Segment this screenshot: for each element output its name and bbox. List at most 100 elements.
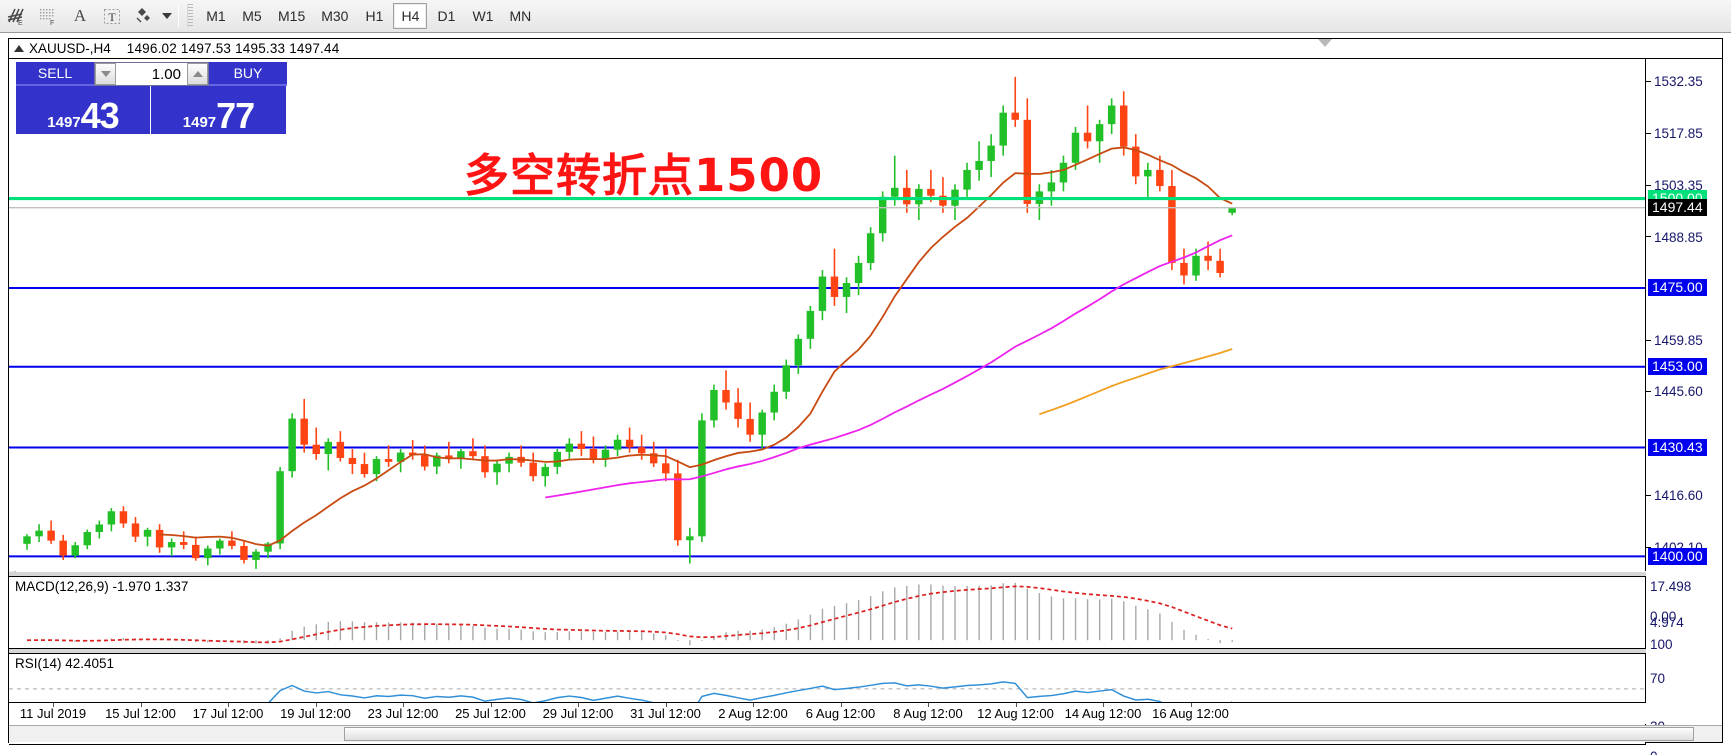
scrollbar-thumb[interactable]: [344, 727, 1694, 741]
svg-text:E: E: [18, 20, 23, 27]
time-axis-tick-mark: [1190, 703, 1192, 707]
text-label-icon[interactable]: T: [96, 1, 128, 31]
pane-divider-macd[interactable]: [9, 572, 1646, 576]
price-axis-tick-label: 1503.35: [1654, 177, 1703, 193]
timeframe-button-group: M1 M5 M15 M30 H1 H4 D1 W1 MN: [198, 3, 539, 29]
time-axis-tick-mark: [228, 703, 229, 707]
time-axis[interactable]: 11 Jul 2019 15 Jul 12:00 17 Jul 12:00 19 Ju…: [9, 702, 1646, 724]
axis-tick-mark: [1646, 495, 1651, 497]
price-axis-tick-label: 1459.85: [1654, 333, 1703, 349]
one-click-trading-header: SELL 1.00 BUY: [16, 62, 287, 86]
svg-text:T: T: [108, 10, 116, 24]
price-axis-tick: 1517.85: [1646, 126, 1703, 141]
time-axis-tick-mark: [1103, 703, 1104, 707]
buy-price-button[interactable]: 1497 77: [151, 86, 286, 134]
volume-decrement-button[interactable]: [95, 63, 116, 85]
toolbar-grip[interactable]: [187, 4, 193, 28]
price-level-label[interactable]: 1497.44: [1648, 198, 1707, 216]
indicators-icon[interactable]: E: [0, 1, 32, 31]
time-axis-tick-mark: [490, 703, 492, 707]
sell-price-button[interactable]: 1497 43: [16, 86, 151, 134]
time-axis-tick-label: 19 Jul 12:00: [280, 706, 351, 721]
chart-ohlc-values: 1496.02 1497.53 1495.33 1497.44: [126, 41, 340, 56]
price-level-label[interactable]: 1430.43: [1648, 438, 1707, 456]
macd-canvas: [26, 582, 1233, 646]
price-axis-tick: 1503.35: [1646, 178, 1703, 193]
chevron-up-icon: [192, 71, 203, 77]
rsi-label: RSI(14) 42.4051: [15, 656, 115, 671]
time-axis-tick-label: 15 Jul 12:00: [105, 706, 176, 721]
time-axis-tick-label: 23 Jul 12:00: [367, 706, 439, 721]
time-axis-tick-mark: [1015, 703, 1017, 707]
rsi-axis-tick: 0: [1650, 749, 1658, 755]
chart-symbol-label: XAUUSD-,H4: [29, 41, 111, 56]
macd-axis-tick: 0.00: [1650, 609, 1677, 624]
one-click-trading-prices: 1497 43 1497 77: [16, 86, 286, 134]
timeframe-button-m30[interactable]: M30: [321, 8, 349, 24]
price-axis-tick: 1532.35: [1646, 74, 1703, 89]
buy-button[interactable]: BUY: [209, 62, 287, 86]
volume-input[interactable]: 1.00: [116, 63, 187, 85]
price-axis-tick: 1445.60: [1646, 384, 1703, 399]
macd-axis-tick: 17.498: [1650, 579, 1692, 594]
price-axis[interactable]: 1532.35 1517.85 1503.35 1488.85 1459.85 1445.…: [1646, 59, 1722, 755]
axis-tick-mark: [1646, 391, 1651, 393]
chart-text-annotation[interactable]: 多空转折点1500: [464, 149, 824, 202]
price-axis-tick: 1416.60: [1646, 488, 1703, 503]
buy-big-figure: 1497: [182, 114, 217, 131]
axis-tick-mark: [1646, 132, 1651, 134]
objects-dropdown-icon[interactable]: [162, 13, 172, 19]
timeframe-button-d1[interactable]: D1: [437, 8, 456, 24]
price-level-label[interactable]: 1400.00: [1648, 547, 1707, 565]
price-level-label[interactable]: 1453.00: [1648, 357, 1707, 375]
timeframe-button-h1[interactable]: H1: [365, 8, 384, 24]
time-axis-tick-label: 11 Jul 2019: [19, 706, 87, 721]
text-tool-icon[interactable]: A: [73, 6, 87, 25]
objects-icon[interactable]: [128, 1, 160, 31]
pane-resize-handle-icon[interactable]: [1318, 39, 1332, 47]
price-axis-tick-label: 1416.60: [1654, 488, 1703, 504]
timeframe-button-h4[interactable]: H4: [393, 3, 428, 29]
time-axis-tick-mark: [753, 703, 754, 707]
pane-divider-rsi[interactable]: [9, 649, 1646, 653]
time-axis-tick-mark: [53, 703, 54, 707]
time-axis-tick-mark: [928, 703, 929, 707]
timeframe-button-w1[interactable]: W1: [472, 8, 494, 24]
volume-stepper[interactable]: 1.00: [94, 62, 209, 86]
price-axis-tick-label: 1517.85: [1654, 125, 1703, 141]
volume-increment-button[interactable]: [187, 63, 208, 85]
chart-window: XAUUSD-,H4 1496.02 1497.53 1495.33 1497.…: [8, 38, 1723, 755]
axis-tick-mark: [1646, 547, 1651, 549]
price-chart-canvas[interactable]: [9, 59, 1645, 571]
time-axis-tick-label: 25 Jul 12:00: [455, 706, 526, 721]
time-axis-tick-mark: [578, 703, 579, 707]
toolbar-separator: [178, 5, 179, 27]
price-pane[interactable]: [9, 59, 1646, 571]
time-axis-tick-mark: [140, 703, 142, 707]
timeframe-button-m5[interactable]: M5: [242, 8, 262, 24]
macd-pane[interactable]: MACD(12,26,9) -1.970 1.337: [9, 576, 1646, 649]
time-axis-tick-label: 8 Aug 12:00: [893, 706, 963, 721]
collapse-triangle-icon[interactable]: [14, 45, 24, 52]
crosshair-grid-icon[interactable]: F: [32, 1, 64, 31]
time-axis-tick-mark: [840, 703, 842, 707]
time-axis-tick-mark: [403, 703, 404, 707]
one-click-trading-panel: SELL 1.00 BUY 1497 43 1: [16, 62, 287, 134]
time-axis-tick-mark: [315, 703, 317, 707]
sell-button[interactable]: SELL: [16, 62, 94, 86]
timeframe-button-mn[interactable]: MN: [509, 8, 532, 24]
main-toolbar: E F A: [0, 0, 1731, 33]
axis-tick-mark: [1646, 236, 1651, 238]
timeframe-button-m15[interactable]: M15: [278, 8, 306, 24]
sell-big-figure: 1497: [47, 114, 81, 131]
macd-axis-tick: 4.974: [1650, 615, 1684, 630]
timeframe-button-m1[interactable]: M1: [206, 8, 226, 24]
price-level-label[interactable]: 1475.00: [1648, 279, 1707, 297]
time-axis-tick-label: 2 Aug 12:00: [718, 706, 788, 721]
macd-label: MACD(12,26,9) -1.970 1.337: [15, 579, 189, 594]
time-axis-tick-label: 12 Aug 12:00: [977, 706, 1054, 721]
time-axis-tick-mark: [665, 703, 667, 707]
axis-tick-mark: [1646, 80, 1651, 82]
horizontal-scrollbar[interactable]: [9, 725, 1722, 742]
